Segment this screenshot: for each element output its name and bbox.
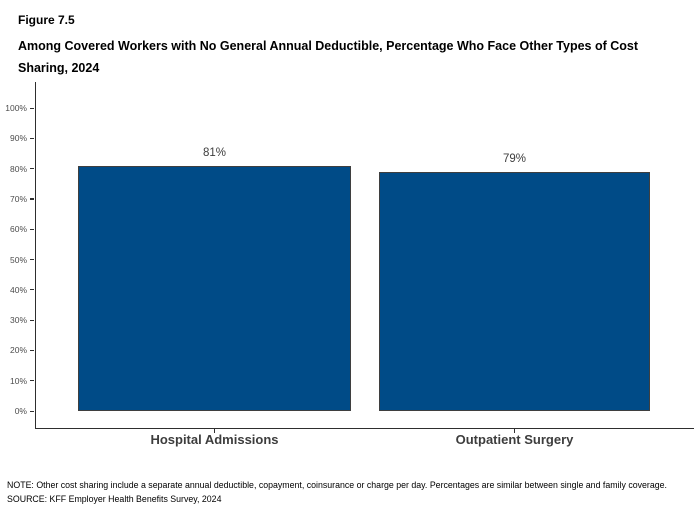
plot-panel: 0% 10% 20% 30% 40% 50% 60% 70% 80% 90% 100% 81% 79% (5, 82, 694, 433)
y-tick-70 (30, 198, 34, 200)
y-tick-60 (30, 228, 34, 230)
y-tick-label-90: 90% (9, 133, 27, 144)
y-tick-40 (30, 289, 34, 291)
value-label-outpatient-surgery: 79% (502, 152, 527, 165)
bar-outpatient-surgery (379, 171, 650, 411)
y-tick-label-70: 70% (9, 193, 27, 204)
y-tick-label-80: 80% (9, 163, 27, 174)
x-axis-line (35, 427, 694, 429)
y-tick-50 (30, 259, 34, 261)
y-tick-80 (30, 168, 34, 170)
figure-title: Among Covered Workers with No General An… (18, 39, 639, 75)
bar-hospital-admissions (78, 165, 351, 411)
y-tick-label-10: 10% (9, 375, 27, 386)
y-tick-20 (30, 349, 34, 352)
y-tick-10 (30, 380, 34, 382)
value-label-hospital-admissions: 81% (202, 146, 227, 159)
x-tick-outpatient-surgery (514, 429, 516, 433)
category-label-outpatient-surgery: Outpatient Surgery (455, 432, 574, 447)
figure-number: Figure 7.5 (18, 13, 75, 27)
y-tick-label-50: 50% (9, 254, 27, 265)
y-tick-label-30: 30% (9, 315, 27, 326)
y-tick-label-40: 40% (9, 284, 27, 295)
figure-footer: NOTE: Other cost sharing include a separ… (7, 479, 669, 506)
y-tick-100 (30, 107, 34, 109)
y-tick-label-0: 0% (14, 406, 27, 416)
y-tick-30 (30, 319, 34, 321)
figure-header: Figure 7.5 Among Covered Workers with No… (18, 13, 682, 80)
note-text: NOTE: Other cost sharing include a separ… (7, 480, 667, 490)
y-tick-label-20: 20% (9, 345, 27, 356)
y-tick-label-100: 100% (5, 103, 27, 113)
category-label-hospital-admissions: Hospital Admissions (150, 432, 279, 447)
x-tick-hospital-admissions (214, 429, 216, 433)
y-axis-line (35, 82, 37, 429)
source-text: SOURCE: KFF Employer Health Benefits Sur… (7, 493, 222, 504)
y-tick-label-60: 60% (9, 224, 27, 235)
y-tick-0 (30, 410, 34, 412)
y-tick-90 (30, 137, 34, 139)
